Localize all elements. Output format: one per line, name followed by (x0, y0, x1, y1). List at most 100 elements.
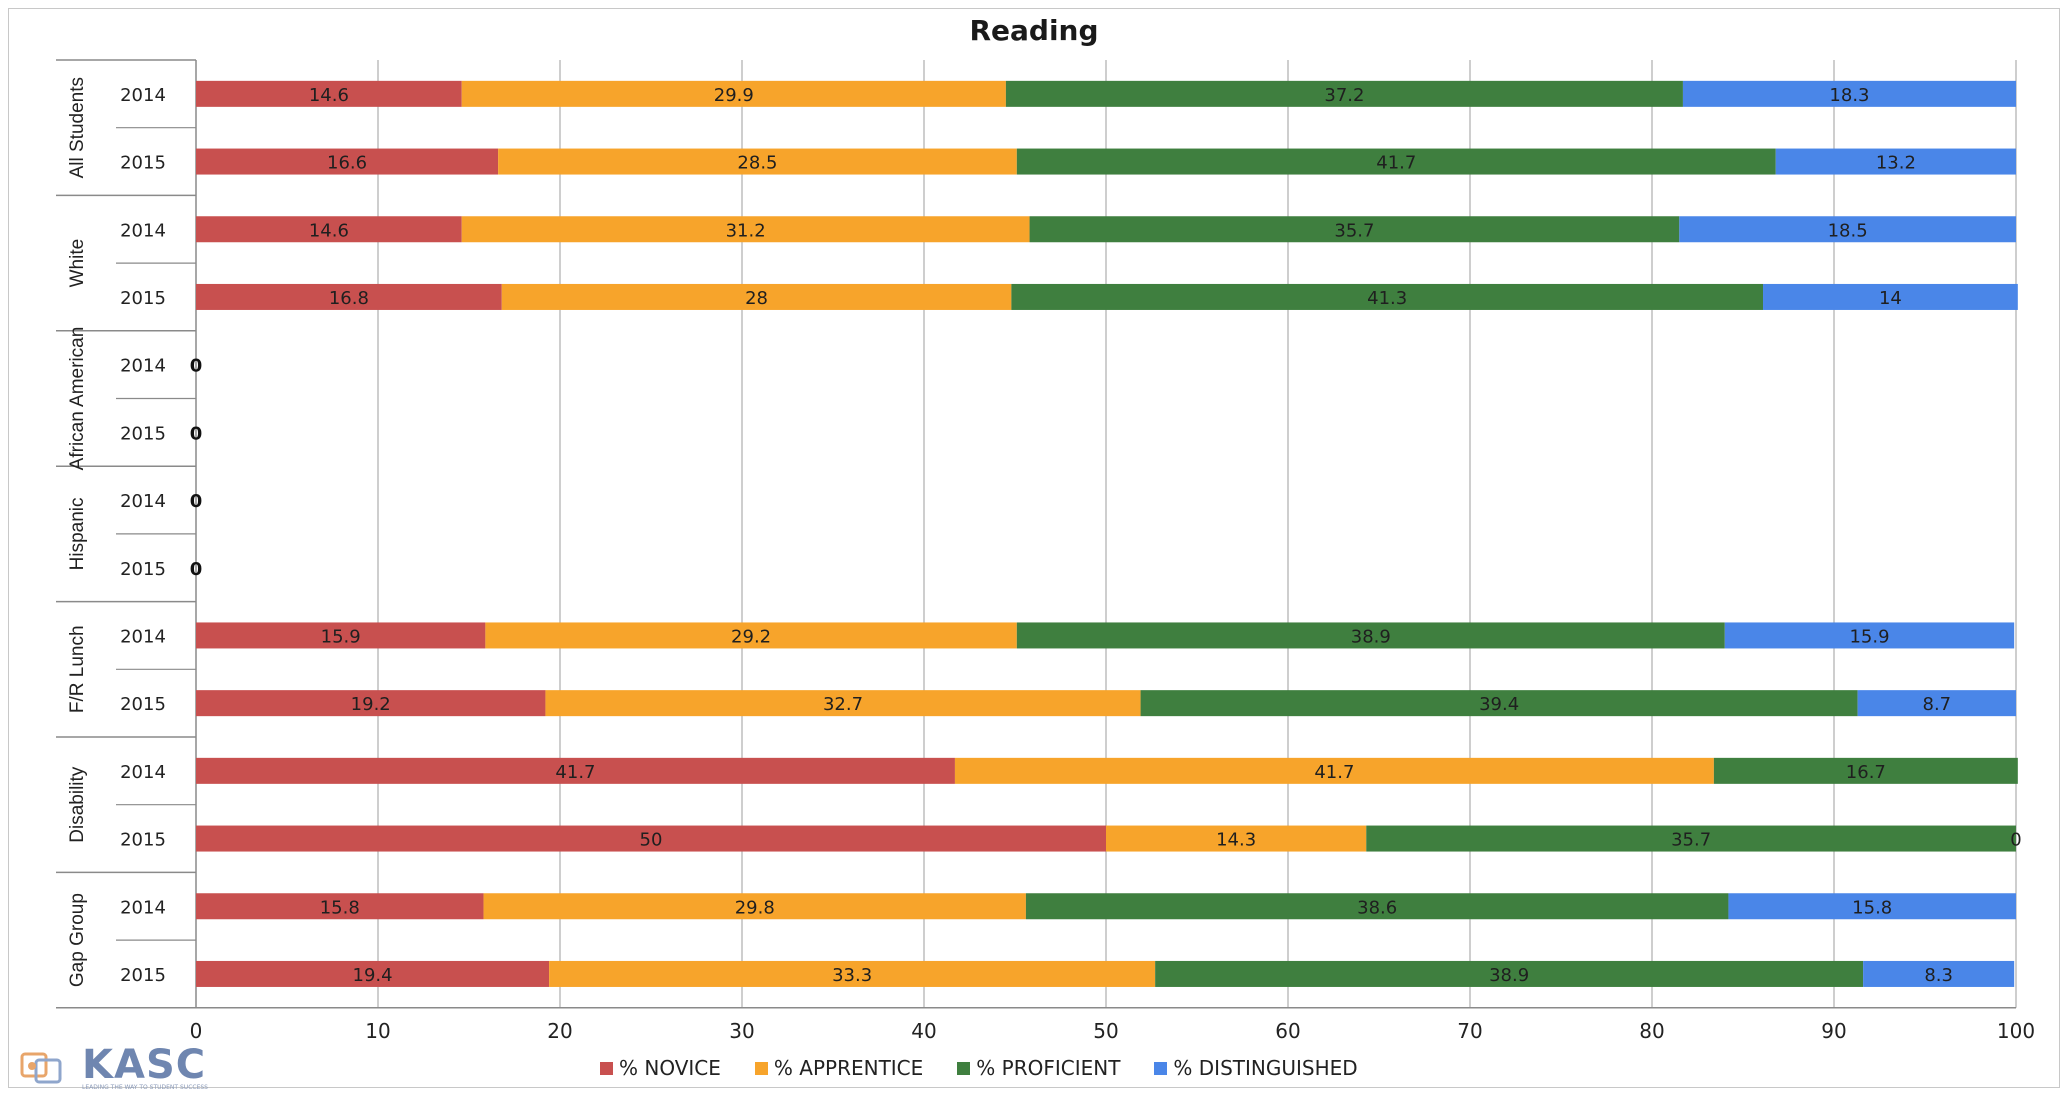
bar-segment-novice (196, 690, 546, 717)
x-tick-label-70: 70 (1457, 1019, 1482, 1043)
legend-swatch (600, 1061, 613, 1075)
x-tick-label-40: 40 (911, 1019, 936, 1043)
row-year-label: 2014 (120, 356, 166, 377)
row-year-label: 2015 (120, 830, 166, 851)
data-label: 35.7 (1334, 220, 1374, 241)
data-label: 50 (640, 830, 663, 851)
bar-segment-novice (196, 216, 462, 243)
data-label: 35.7 (1671, 830, 1711, 851)
logo-tagline: LEADING THE WAY TO STUDENT SUCCESS (82, 1084, 208, 1091)
data-label: 13.2 (1876, 153, 1916, 174)
bar-segment-proficient (1366, 825, 2016, 852)
empty-row-zero-label: 0 (190, 356, 203, 377)
row-year-label: 2014 (120, 491, 166, 512)
data-label: 29.9 (714, 85, 754, 106)
x-tick-label-30: 30 (729, 1019, 754, 1043)
bar-segment-proficient (1140, 690, 1858, 717)
bar-segment-apprentice (461, 80, 1006, 107)
data-label: 41.3 (1367, 288, 1407, 309)
empty-row-zero-label: 0 (190, 423, 203, 444)
bar-segment-distinguished (1857, 690, 2016, 717)
data-label: 14.6 (309, 85, 349, 106)
row-year-label: 2014 (120, 762, 166, 783)
data-label: 14 (1879, 288, 1902, 309)
bar-segment-apprentice (483, 893, 1026, 920)
legend-label: % NOVICE (619, 1056, 721, 1080)
data-label: 18.5 (1828, 220, 1868, 241)
data-label: 8.7 (1923, 694, 1952, 715)
legend-item: % APPRENTICE (754, 1056, 924, 1080)
row-year-label: 2015 (120, 965, 166, 986)
group-label: F/R Lunch (67, 625, 88, 713)
kasc-logo: KASC LEADING THE WAY TO STUDENT SUCCESS (18, 1042, 238, 1092)
x-tick-label-50: 50 (1093, 1019, 1118, 1043)
data-label: 37.2 (1324, 85, 1364, 106)
chart-title: Reading (969, 14, 1099, 47)
data-label: 19.2 (351, 694, 391, 715)
empty-row-zero-label: 0 (190, 559, 203, 580)
group-label: African American (67, 327, 88, 471)
bar-segment-novice (196, 960, 550, 987)
bar-segment-proficient (1025, 893, 1729, 920)
data-label: 41.7 (555, 762, 595, 783)
x-tick-label-90: 90 (1821, 1019, 1846, 1043)
bar-segment-proficient (1029, 216, 1680, 243)
x-tick-label-60: 60 (1275, 1019, 1300, 1043)
x-tick-label-20: 20 (547, 1019, 572, 1043)
bar-segment-proficient (1005, 80, 1683, 107)
bar-segment-novice (196, 757, 955, 784)
legend-label: % DISTINGUISHED (1173, 1056, 1358, 1080)
row-year-label: 2014 (120, 626, 166, 647)
legend-label: % APPRENTICE (773, 1056, 924, 1080)
bar-segment-apprentice (954, 757, 1714, 784)
group-label: Disability (67, 766, 88, 843)
data-label: 38.6 (1357, 897, 1397, 918)
bar-segment-distinguished (1763, 283, 2018, 310)
logo-text: KASC (82, 1042, 207, 1088)
data-label: 15.8 (320, 897, 360, 918)
bar-segment-proficient (1016, 148, 1776, 175)
legend-swatch (1154, 1061, 1168, 1075)
data-label: 38.9 (1489, 965, 1529, 986)
data-label: 29.2 (731, 626, 771, 647)
legend-swatch (754, 1061, 768, 1075)
bar-segment-distinguished (1863, 960, 2015, 987)
legend-label: % PROFICIENT (976, 1056, 1121, 1080)
bar-segment-proficient (1713, 757, 2018, 784)
bar-segment-apprentice (461, 216, 1030, 243)
x-tick-label-80: 80 (1639, 1019, 1664, 1043)
bar-segment-novice (196, 80, 462, 107)
logo-mark-icon (20, 1052, 62, 1084)
x-tick-label-100: 100 (1997, 1019, 2035, 1043)
bar-segment-apprentice (545, 690, 1141, 717)
bar-segment-novice (196, 283, 502, 310)
group-label: White (67, 239, 88, 288)
row-year-label: 2015 (120, 559, 166, 580)
row-year-label: 2014 (120, 220, 166, 241)
data-label: 14.6 (309, 220, 349, 241)
data-label: 15.9 (1849, 626, 1889, 647)
bar-segment-distinguished (1724, 622, 2015, 649)
data-label: 28 (745, 288, 768, 309)
bar-segment-novice (196, 622, 486, 649)
bar-segment-apprentice (501, 283, 1012, 310)
group-label: Hispanic (67, 497, 88, 570)
chart-frame (8, 8, 2060, 1088)
data-label: 31.2 (726, 220, 766, 241)
bar-segment-novice (196, 893, 484, 920)
bar-segment-apprentice (1106, 825, 1367, 852)
data-label: 29.8 (735, 897, 775, 918)
bar-segment-proficient (1016, 622, 1725, 649)
bar-segment-proficient (1155, 960, 1864, 987)
data-label: 41.7 (1314, 762, 1354, 783)
data-label: 39.4 (1479, 694, 1519, 715)
row-year-label: 2014 (120, 85, 166, 106)
legend-swatch (957, 1061, 971, 1075)
row-year-label: 2014 (120, 897, 166, 918)
data-label: 16.8 (329, 288, 369, 309)
group-label: All Students (67, 77, 88, 178)
row-year-label: 2015 (120, 423, 166, 444)
empty-row-zero-label: 0 (190, 491, 203, 512)
bar-segment-apprentice (549, 960, 1156, 987)
